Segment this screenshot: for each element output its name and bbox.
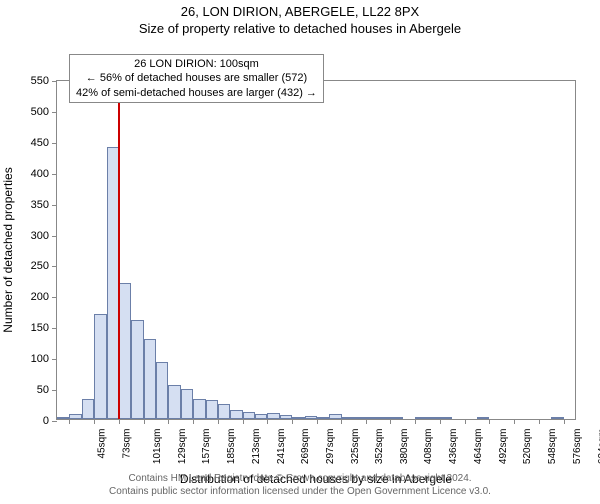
xtick-label: 576sqm bbox=[572, 429, 583, 465]
histogram-bar bbox=[477, 417, 489, 419]
y-axis-label: Number of detached properties bbox=[1, 167, 15, 332]
ytick-label: 100 bbox=[31, 353, 57, 365]
annotation-line-2: ← 56% of detached houses are smaller (57… bbox=[76, 71, 317, 85]
annotation-line-1: 26 LON DIRION: 100sqm bbox=[76, 57, 317, 71]
histogram-bar bbox=[341, 417, 353, 419]
histogram-bar bbox=[94, 314, 106, 419]
xtick-line bbox=[168, 419, 169, 424]
xtick-label: 73sqm bbox=[122, 429, 133, 459]
histogram-bar bbox=[206, 400, 218, 419]
histogram-bar bbox=[305, 416, 317, 419]
ytick-label: 250 bbox=[31, 260, 57, 272]
xtick-line bbox=[341, 419, 342, 424]
xtick-label: 241sqm bbox=[276, 429, 287, 465]
xtick-label: 213sqm bbox=[251, 429, 262, 465]
page-subtitle: Size of property relative to detached ho… bbox=[0, 21, 600, 36]
histogram-bar bbox=[280, 415, 292, 419]
xtick-line bbox=[94, 419, 95, 424]
histogram-bar bbox=[551, 417, 563, 419]
xtick-line bbox=[218, 419, 219, 424]
xtick-line bbox=[390, 419, 391, 424]
xtick-line bbox=[415, 419, 416, 424]
xtick-line bbox=[267, 419, 268, 424]
xtick-label: 269sqm bbox=[301, 429, 312, 465]
histogram-bar bbox=[144, 339, 156, 419]
histogram-bar bbox=[193, 399, 205, 419]
histogram-bar bbox=[218, 404, 230, 419]
page-title: 26, LON DIRION, ABERGELE, LL22 8PX bbox=[0, 4, 600, 19]
property-marker-line bbox=[118, 79, 120, 419]
ytick-label: 200 bbox=[31, 291, 57, 303]
xtick-label: 520sqm bbox=[523, 429, 534, 465]
xtick-label: 436sqm bbox=[448, 429, 459, 465]
xtick-label: 157sqm bbox=[202, 429, 213, 465]
histogram-bar bbox=[378, 417, 390, 419]
histogram-bar bbox=[57, 417, 69, 419]
histogram-bar bbox=[390, 417, 402, 419]
xtick-label: 464sqm bbox=[473, 429, 484, 465]
histogram-bar bbox=[156, 362, 168, 419]
xtick-line bbox=[489, 419, 490, 424]
xtick-label: 325sqm bbox=[350, 429, 361, 465]
xtick-line bbox=[144, 419, 145, 424]
histogram-bar bbox=[243, 412, 255, 419]
histogram-bar bbox=[366, 417, 378, 419]
footer: Contains HM Land Registry data © Crown c… bbox=[0, 472, 600, 498]
ytick-label: 500 bbox=[31, 106, 57, 118]
histogram-bar bbox=[292, 417, 304, 419]
ytick-label: 300 bbox=[31, 230, 57, 242]
chart-plot: 05010015020025030035040045050055045sqm73… bbox=[56, 80, 576, 420]
histogram-bar bbox=[428, 417, 440, 419]
xtick-line bbox=[292, 419, 293, 424]
xtick-line bbox=[193, 419, 194, 424]
histogram-bar bbox=[255, 414, 267, 419]
histogram-bar bbox=[119, 283, 131, 419]
footer-line-2: Contains public sector information licen… bbox=[0, 485, 600, 498]
histogram-bar bbox=[82, 399, 94, 419]
xtick-line bbox=[564, 419, 565, 424]
histogram-bar bbox=[181, 389, 193, 419]
xtick-line bbox=[465, 419, 466, 424]
xtick-label: 45sqm bbox=[97, 429, 108, 459]
ytick-label: 150 bbox=[31, 322, 57, 334]
annotation-line-3: 42% of semi-detached houses are larger (… bbox=[76, 86, 317, 100]
xtick-line bbox=[366, 419, 367, 424]
histogram-bar bbox=[230, 410, 242, 419]
xtick-label: 297sqm bbox=[325, 429, 336, 465]
xtick-label: 185sqm bbox=[226, 429, 237, 465]
annotation-box: 26 LON DIRION: 100sqm ← 56% of detached … bbox=[69, 54, 324, 103]
ytick-label: 450 bbox=[31, 137, 57, 149]
xtick-label: 548sqm bbox=[547, 429, 558, 465]
xtick-line bbox=[514, 419, 515, 424]
xtick-label: 129sqm bbox=[177, 429, 188, 465]
xtick-line bbox=[539, 419, 540, 424]
xtick-line bbox=[119, 419, 120, 424]
xtick-line bbox=[317, 419, 318, 424]
ytick-label: 550 bbox=[31, 75, 57, 87]
xtick-label: 352sqm bbox=[374, 429, 385, 465]
ytick-label: 350 bbox=[31, 199, 57, 211]
histogram-bar bbox=[353, 417, 365, 419]
histogram-bar bbox=[415, 417, 427, 419]
xtick-line bbox=[243, 419, 244, 424]
histogram-bar bbox=[440, 417, 452, 419]
xtick-label: 101sqm bbox=[152, 429, 163, 465]
histogram-bar bbox=[168, 385, 180, 419]
xtick-label: 492sqm bbox=[498, 429, 509, 465]
footer-line-1: Contains HM Land Registry data © Crown c… bbox=[0, 472, 600, 485]
histogram-bar bbox=[69, 414, 81, 419]
histogram-bar bbox=[131, 320, 143, 419]
xtick-label: 408sqm bbox=[423, 429, 434, 465]
ytick-label: 0 bbox=[43, 415, 57, 427]
histogram-bar bbox=[317, 417, 329, 419]
xtick-line bbox=[440, 419, 441, 424]
ytick-label: 50 bbox=[37, 384, 57, 396]
histogram-bar bbox=[267, 413, 279, 419]
ytick-label: 400 bbox=[31, 168, 57, 180]
xtick-line bbox=[69, 419, 70, 424]
xtick-label: 380sqm bbox=[399, 429, 410, 465]
